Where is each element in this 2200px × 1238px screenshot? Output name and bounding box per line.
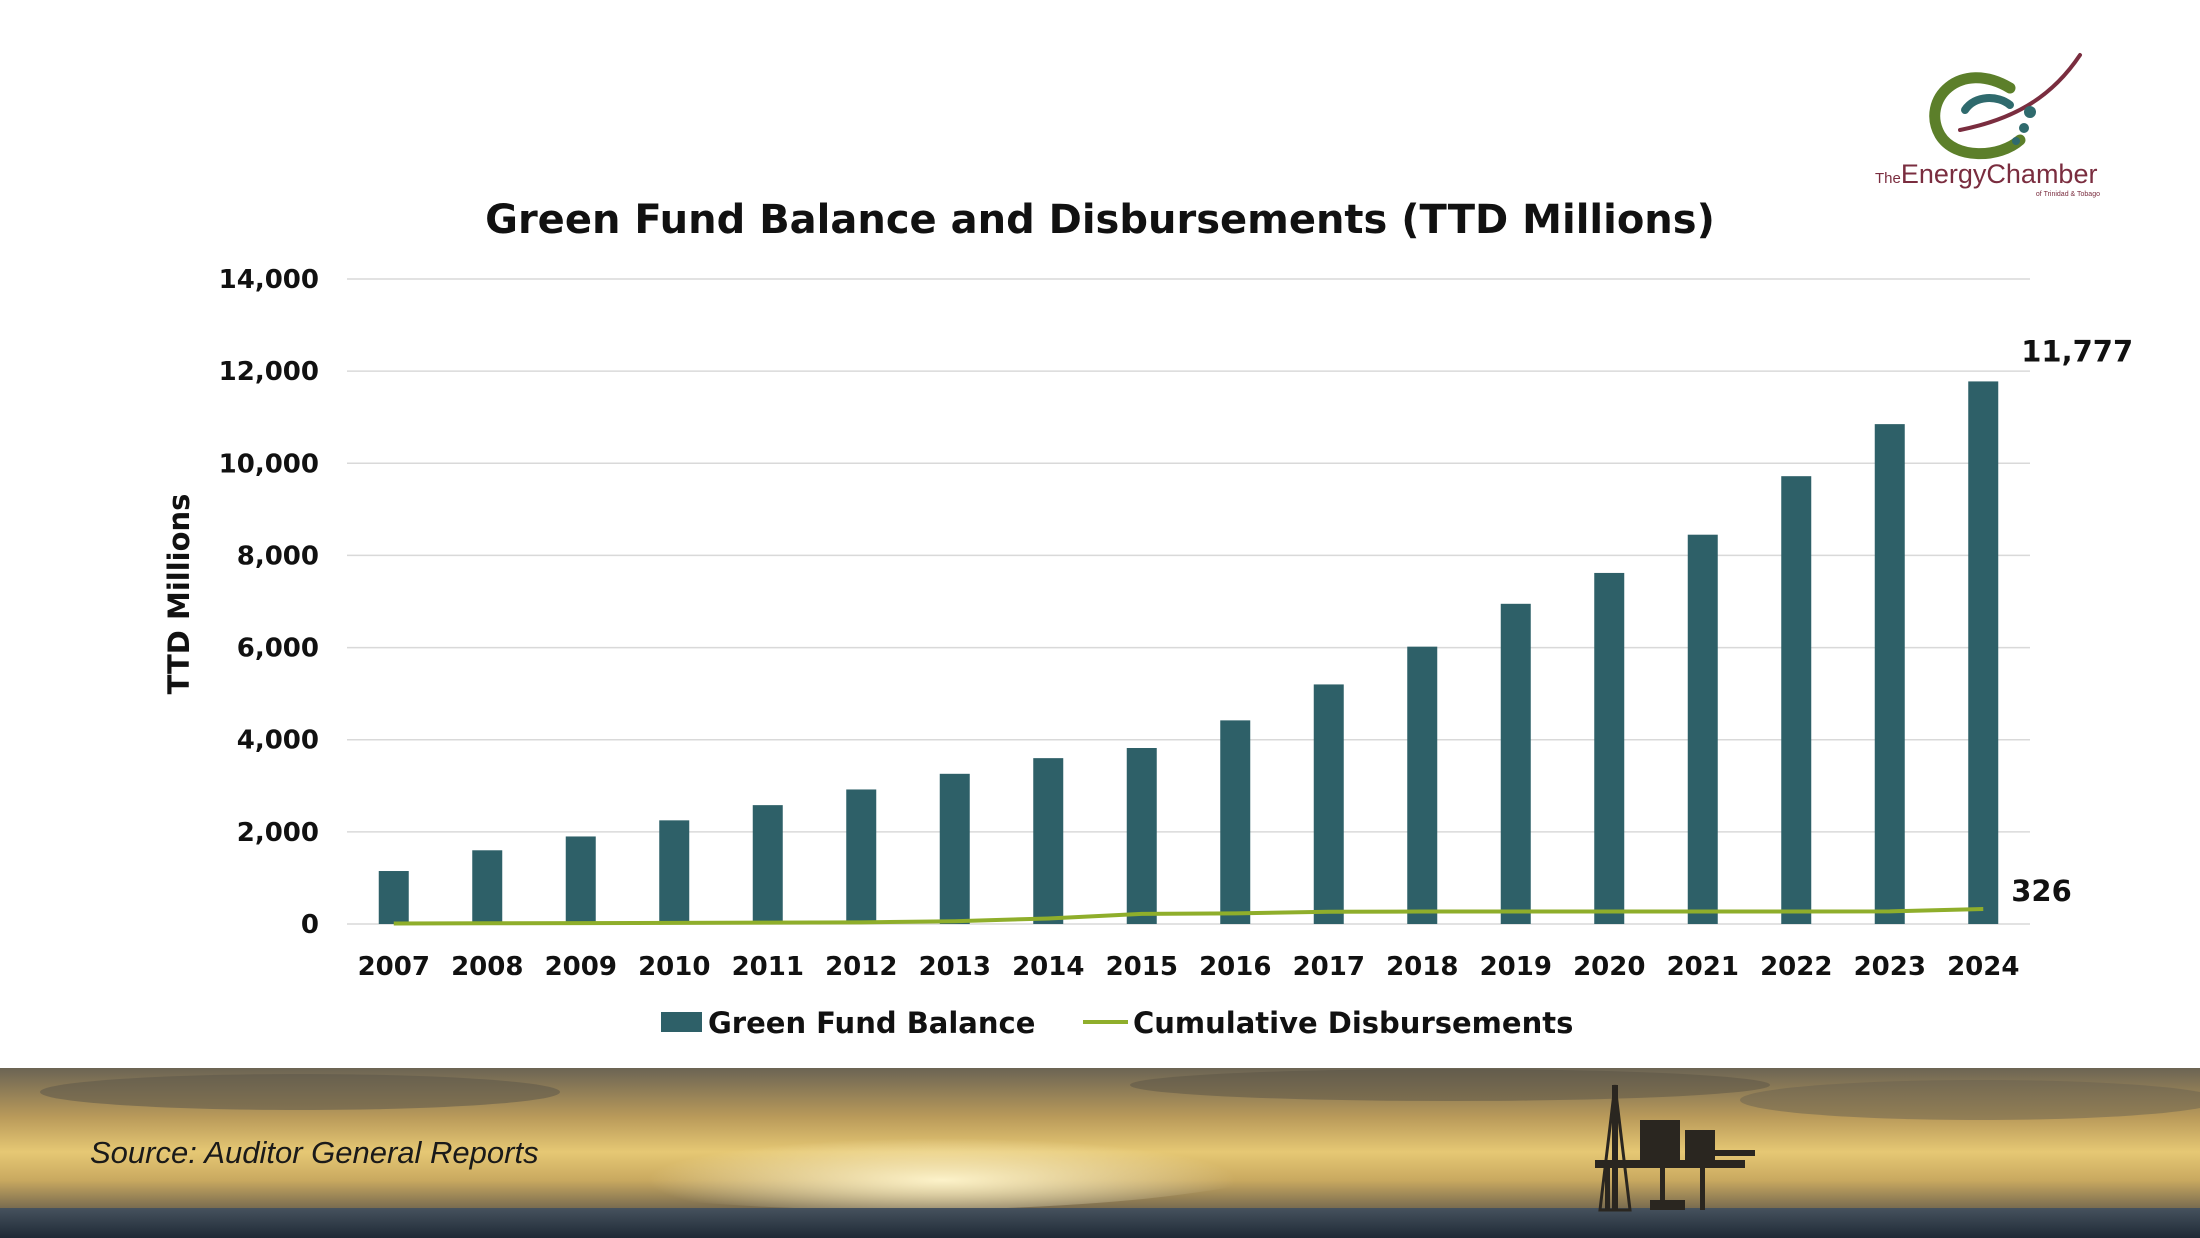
data-label-disbursements: 326	[2011, 874, 2072, 908]
x-tick-label: 2007	[358, 952, 430, 982]
y-tick-label: 10,000	[219, 449, 319, 479]
x-tick-label: 2022	[1760, 952, 1832, 982]
logo-dot	[2024, 106, 2036, 118]
logo-flame	[1958, 53, 2082, 132]
x-tick-label: 2020	[1573, 952, 1645, 982]
y-tick-label: 0	[301, 910, 319, 940]
x-tick-label: 2013	[919, 952, 991, 982]
legend: Green Fund Balance Cumulative Disburseme…	[661, 1006, 1573, 1040]
logo-swirl-outer	[1929, 72, 2026, 160]
bar-2015	[1126, 748, 1157, 924]
y-tick-label: 14,000	[219, 265, 319, 295]
y-tick-label: 4,000	[237, 726, 319, 756]
banner-sea	[0, 1208, 2200, 1238]
bar-2008	[472, 850, 503, 924]
bar-2018	[1407, 646, 1438, 924]
banner-cloud	[40, 1074, 560, 1110]
x-tick-label: 2018	[1386, 952, 1458, 982]
x-tick-label: 2021	[1667, 952, 1739, 982]
footer-banner: Source: Auditor General Reports	[0, 1068, 2200, 1238]
y-axis-label: TTD Millions	[162, 494, 196, 695]
y-tick-label: 12,000	[219, 357, 319, 387]
line-cumulative-disbursements	[393, 906, 1984, 926]
oil-rig-icon	[1595, 1084, 1755, 1212]
bar-2016	[1220, 720, 1251, 924]
bar-2019	[1500, 603, 1531, 924]
energy-chamber-logo: TheEnergyChamber of Trinidad & Tobago	[1875, 53, 2100, 198]
y-tick-label: 6,000	[237, 634, 319, 664]
logo-dot	[2012, 137, 2020, 145]
bar-2024	[1968, 381, 1999, 925]
legend-label-disbursements: Cumulative Disbursements	[1133, 1006, 1573, 1040]
source-note: Source: Auditor General Reports	[90, 1135, 539, 1170]
bar-2017	[1313, 684, 1344, 924]
bar-2023	[1874, 424, 1905, 924]
bar-2009	[565, 836, 596, 924]
bar-2012	[846, 789, 877, 924]
legend-swatch-bar	[661, 1012, 702, 1032]
logo-swirl-inner	[1961, 94, 2014, 114]
x-tick-label: 2019	[1480, 952, 1552, 982]
bar-2007	[378, 871, 409, 924]
bar-2013	[939, 773, 970, 924]
logo-text: TheEnergyChamber	[1875, 159, 2097, 189]
x-tick-label: 2012	[825, 952, 897, 982]
y-axis-ticks: 0 2,000 4,000 6,000 8,000 10,000 12,000 14,000	[219, 265, 319, 940]
gridlines	[347, 278, 2030, 925]
bar-2021	[1687, 534, 1718, 924]
y-tick-label: 2,000	[237, 818, 319, 848]
logo-tagline: of Trinidad & Tobago	[2036, 191, 2100, 198]
x-tick-label: 2015	[1106, 952, 1178, 982]
bar-2014	[1033, 758, 1064, 924]
y-tick-label: 8,000	[237, 541, 319, 571]
x-tick-label: 2008	[451, 952, 523, 982]
x-tick-label: 2023	[1854, 952, 1926, 982]
banner-cloud	[1130, 1069, 1770, 1101]
legend-label-balance: Green Fund Balance	[708, 1006, 1035, 1040]
bar-2011	[752, 805, 783, 924]
banner-sun-glow	[480, 1090, 1320, 1210]
bar-2022	[1781, 476, 1812, 924]
bar-2020	[1594, 572, 1625, 924]
x-tick-label: 2017	[1293, 952, 1365, 982]
chart-title: Green Fund Balance and Disbursements (TT…	[485, 197, 1715, 243]
x-tick-label: 2011	[732, 952, 804, 982]
data-label-balance: 11,777	[2021, 334, 2133, 368]
line-series	[393, 906, 1984, 926]
bar-2010	[659, 820, 690, 924]
banner-cloud	[1740, 1080, 2200, 1120]
x-tick-label: 2016	[1199, 952, 1271, 982]
x-tick-label: 2024	[1947, 952, 2019, 982]
x-axis-ticks: 2007 2008 2009 2010 2011 2012 2013 2014 2015 2016…	[358, 952, 2020, 982]
bar-series	[378, 381, 1999, 925]
x-tick-label: 2014	[1012, 952, 1084, 982]
x-tick-label: 2009	[545, 952, 617, 982]
x-tick-label: 2010	[638, 952, 710, 982]
logo-dot	[2019, 123, 2029, 133]
data-labels: 11,777 326	[2011, 334, 2133, 908]
